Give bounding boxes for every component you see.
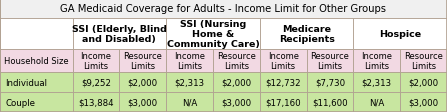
Bar [0,18,72,50]
Text: $3,000: $3,000 [128,98,158,107]
Bar [307,92,354,112]
Text: Hospice: Hospice [379,30,421,39]
Text: Income
Limits: Income Limits [174,52,205,71]
Text: SSI (Nursing
Home &
Community Care): SSI (Nursing Home & Community Care) [167,20,259,49]
Bar [119,92,166,112]
Bar [72,73,119,92]
Text: Resource
Limits: Resource Limits [123,52,162,71]
Bar [354,92,400,112]
Bar [72,18,166,50]
Text: $2,313: $2,313 [362,78,392,87]
Text: $2,000: $2,000 [221,78,251,87]
Text: $2,313: $2,313 [174,78,205,87]
Bar [213,50,260,73]
Bar [166,18,260,50]
Bar [72,92,119,112]
Bar [307,50,354,73]
Text: Income
Limits: Income Limits [361,52,392,71]
Text: $7,730: $7,730 [315,78,345,87]
Text: $17,160: $17,160 [266,98,301,107]
Text: Income
Limits: Income Limits [268,52,299,71]
Bar [354,18,447,50]
Bar [260,50,307,73]
Bar [0,92,72,112]
Bar [166,73,213,92]
Text: Resource
Limits: Resource Limits [217,52,256,71]
Bar [0,50,72,73]
Bar [260,73,307,92]
Text: Resource
Limits: Resource Limits [404,52,443,71]
Bar [0,73,72,92]
Bar [119,50,166,73]
Bar [260,92,307,112]
Bar [354,73,400,92]
Bar [72,50,119,73]
Text: Income
Limits: Income Limits [80,52,111,71]
Bar [260,18,354,50]
Bar [354,50,400,73]
Text: N/A: N/A [369,98,384,107]
Text: $12,732: $12,732 [266,78,301,87]
Text: Individual: Individual [5,78,47,87]
Text: GA Medicaid Coverage for Adults - Income Limit for Other Groups: GA Medicaid Coverage for Adults - Income… [60,4,387,14]
Text: $2,000: $2,000 [128,78,158,87]
Text: $13,884: $13,884 [78,98,114,107]
Bar [400,92,447,112]
Bar [400,50,447,73]
Text: $11,600: $11,600 [312,98,348,107]
Text: Household Size: Household Size [4,57,68,66]
Bar [0,0,447,18]
Text: N/A: N/A [182,98,197,107]
Bar [213,73,260,92]
Text: $3,000: $3,000 [221,98,251,107]
Bar [166,92,213,112]
Text: Couple: Couple [5,98,35,107]
Text: $9,252: $9,252 [81,78,111,87]
Text: Medicare
Recipients: Medicare Recipients [278,25,334,44]
Bar [119,73,166,92]
Bar [213,92,260,112]
Text: SSI (Elderly, Blind
and Disabled): SSI (Elderly, Blind and Disabled) [72,25,167,44]
Text: $2,000: $2,000 [409,78,439,87]
Bar [307,73,354,92]
Text: Resource
Limits: Resource Limits [311,52,350,71]
Bar [166,50,213,73]
Bar [400,73,447,92]
Text: $3,000: $3,000 [409,98,439,107]
